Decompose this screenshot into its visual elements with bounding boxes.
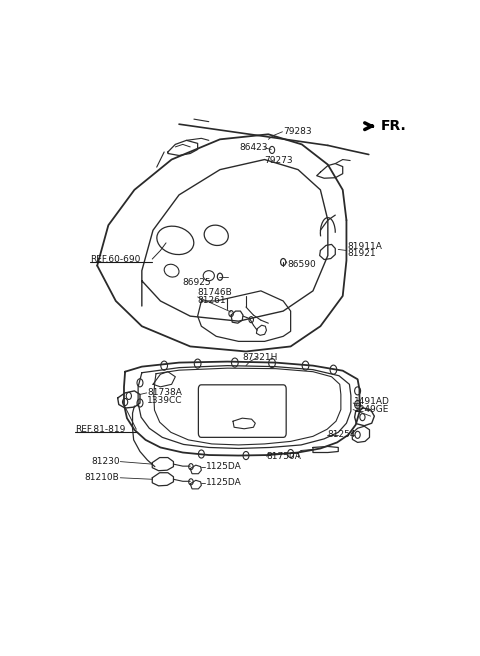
Text: 81921: 81921 — [347, 249, 376, 258]
Text: 79273: 79273 — [264, 156, 292, 165]
Text: 81750A: 81750A — [266, 452, 301, 461]
Text: 87321H: 87321H — [242, 353, 277, 362]
Text: 1491AD: 1491AD — [354, 398, 390, 407]
Text: 1249GE: 1249GE — [354, 405, 389, 414]
Text: FR.: FR. — [381, 119, 407, 133]
Text: 86590: 86590 — [288, 260, 316, 269]
Text: 1125DA: 1125DA — [206, 462, 241, 471]
Text: 86925: 86925 — [183, 277, 211, 287]
Text: 86423: 86423 — [240, 144, 268, 152]
Text: 81230: 81230 — [91, 457, 120, 466]
Text: REF.81-819: REF.81-819 — [75, 425, 125, 434]
Text: 79283: 79283 — [283, 127, 312, 136]
Text: 81261: 81261 — [198, 297, 226, 306]
Text: 81738A: 81738A — [147, 388, 182, 398]
Text: 1339CC: 1339CC — [147, 396, 183, 405]
Text: 81254: 81254 — [328, 430, 356, 440]
Text: REF.60-690: REF.60-690 — [90, 255, 140, 264]
Text: 1125DA: 1125DA — [206, 478, 241, 487]
Text: 81746B: 81746B — [198, 289, 232, 297]
Text: 81911A: 81911A — [347, 242, 382, 251]
Text: 81210B: 81210B — [85, 473, 120, 482]
